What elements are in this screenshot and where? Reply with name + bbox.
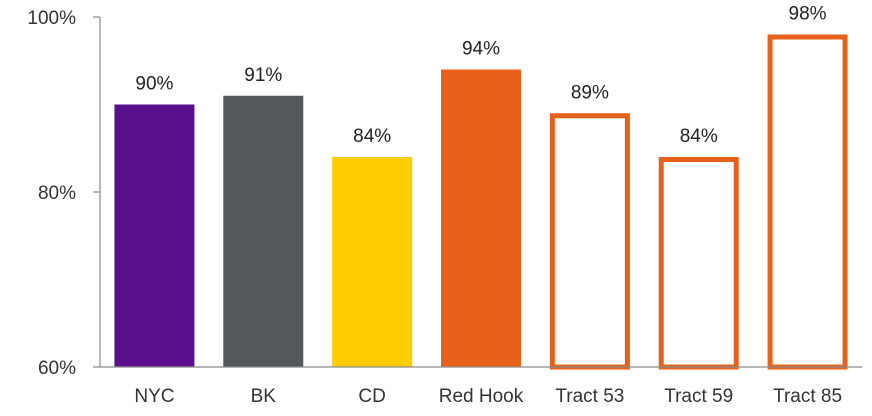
y-tick-label: 80% bbox=[38, 183, 76, 204]
bar-tract-85 bbox=[767, 34, 848, 370]
data-label-cd: 84% bbox=[353, 126, 391, 147]
x-tick-label-nyc: NYC bbox=[134, 386, 174, 407]
x-tick-label-tract-59: Tract 59 bbox=[664, 386, 733, 407]
data-label-tract-59: 84% bbox=[680, 126, 718, 147]
bars-group bbox=[114, 34, 848, 370]
bar-cd bbox=[332, 157, 413, 367]
data-labels-group: 90% 91% 84% 94% 89% 84% 98% bbox=[135, 4, 826, 148]
bar-nyc bbox=[114, 104, 195, 367]
data-label-red-hook: 94% bbox=[462, 39, 500, 60]
bar-tract-59 bbox=[658, 157, 739, 370]
data-label-bk: 91% bbox=[244, 65, 282, 86]
bar-tract-53 bbox=[549, 113, 630, 370]
data-label-tract-85: 98% bbox=[789, 4, 827, 25]
x-axis: NYC BK CD Red Hook Tract 53 Tract 59 Tract 85 bbox=[100, 366, 862, 407]
data-label-tract-53: 89% bbox=[571, 82, 609, 103]
x-tick-label-tract-85: Tract 85 bbox=[773, 386, 842, 407]
bar-red-hook bbox=[441, 69, 521, 367]
x-tick-label-cd: CD bbox=[358, 386, 385, 407]
y-tick-label: 100% bbox=[27, 8, 76, 29]
y-tick-label: 60% bbox=[38, 358, 76, 379]
bar-bk bbox=[223, 95, 304, 367]
x-tick-label-bk: BK bbox=[251, 386, 277, 407]
x-tick-label-tract-53: Tract 53 bbox=[555, 386, 624, 407]
y-axis: 60% 80% 100% bbox=[27, 8, 101, 379]
x-tick-label-red-hook: Red Hook bbox=[439, 386, 524, 407]
data-label-nyc: 90% bbox=[135, 74, 173, 95]
